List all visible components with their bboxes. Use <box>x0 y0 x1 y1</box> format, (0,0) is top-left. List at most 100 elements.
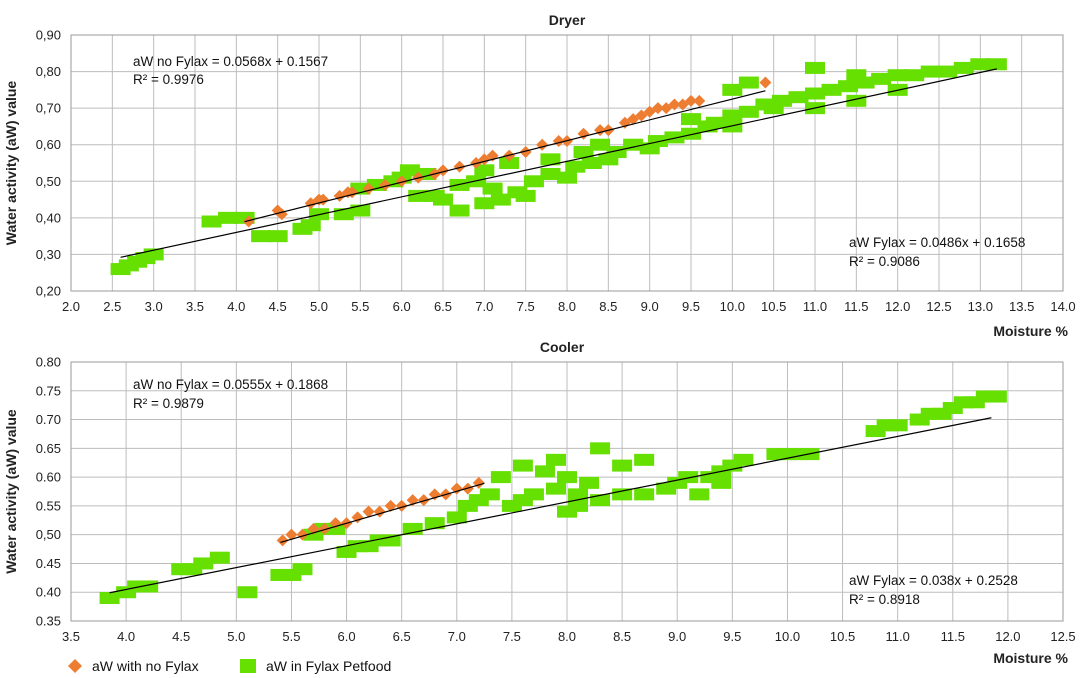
data-point-no-fylax <box>276 534 289 547</box>
x-tick-label: 8.0 <box>558 629 576 644</box>
data-point-fylax <box>634 453 655 466</box>
dryer-r2-no-fylax: R² = 0.9976 <box>133 72 204 87</box>
data-point-fylax <box>904 69 925 82</box>
data-point-fylax <box>579 476 600 489</box>
cooler-x-axis-label: Moisture % <box>993 650 1068 666</box>
plot-frame <box>70 361 1064 622</box>
dryer-equation-fylax: aW Fylax = 0.0486x + 0.1658 <box>849 235 1025 250</box>
x-tick-label: 9.0 <box>668 629 686 644</box>
dryer-y-axis-label: Water activity (aW) value <box>3 81 19 246</box>
data-point-fylax <box>540 167 561 180</box>
y-tick-label: 0,50 <box>36 527 61 542</box>
data-point-fylax <box>590 138 611 151</box>
cooler-data-points <box>99 390 1007 604</box>
legend-marker-no-fylax <box>68 659 82 673</box>
data-point-fylax <box>138 580 159 593</box>
x-tick-label: 12.0 <box>885 299 910 314</box>
legend-label-fylax: aW in Fylax Petfood <box>266 658 391 674</box>
data-point-no-fylax <box>417 494 430 507</box>
y-tick-label: 0.35 <box>36 614 61 629</box>
data-point-fylax <box>474 197 495 210</box>
data-point-fylax <box>512 459 533 472</box>
plot-frame <box>70 34 1064 292</box>
data-point-fylax <box>733 453 754 466</box>
cooler-r2-fylax: R² = 0.8918 <box>849 592 920 607</box>
x-tick-label: 4.0 <box>117 629 135 644</box>
data-point-fylax <box>722 83 743 96</box>
x-tick-label: 10.5 <box>761 299 786 314</box>
data-point-no-fylax <box>379 178 392 191</box>
cooler-equation-no-fylax: aW no Fylax = 0.0555x + 0.1868 <box>133 377 328 392</box>
data-point-fylax <box>523 488 544 501</box>
x-tick-label: 10.0 <box>775 629 800 644</box>
data-point-fylax <box>664 131 685 144</box>
x-tick-label: 4.5 <box>269 299 287 314</box>
x-tick-label: 5.5 <box>351 299 369 314</box>
data-point-fylax <box>986 390 1007 403</box>
x-tick-label: 12.5 <box>1050 629 1075 644</box>
data-point-fylax <box>292 563 313 576</box>
data-point-no-fylax <box>296 528 309 541</box>
x-tick-label: 5.0 <box>310 299 328 314</box>
data-point-fylax <box>647 135 668 148</box>
x-tick-label: 8.5 <box>613 629 631 644</box>
data-point-fylax <box>681 127 701 140</box>
cooler-equation-fylax: aW Fylax = 0.038x + 0.2528 <box>849 573 1018 588</box>
data-point-no-fylax <box>384 499 397 512</box>
x-tick-label: 12.5 <box>926 299 951 314</box>
data-point-fylax <box>568 499 589 512</box>
data-point-fylax <box>193 557 214 570</box>
dryer-chart-title: Dryer <box>549 12 586 28</box>
cooler-x-ticks: 3.5 4.0 4.5 5.0 5.5 6.0 6.5 7.0 7.5 8.0 8.5 9.0 9.5 1… <box>62 629 1076 644</box>
trendline-fylax <box>109 417 992 594</box>
x-tick-label: 10.0 <box>720 299 745 314</box>
data-point-no-fylax <box>395 499 408 512</box>
data-point-fylax <box>479 488 500 501</box>
y-tick-label: 0,30 <box>36 247 61 262</box>
legend-item-fylax: aW in Fylax Petfood <box>240 658 391 674</box>
data-point-no-fylax <box>693 94 706 107</box>
x-tick-label: 4.0 <box>227 299 245 314</box>
data-point-fylax <box>209 551 230 564</box>
x-tick-label: 4.5 <box>172 629 190 644</box>
x-tick-label: 13.0 <box>968 299 993 314</box>
dryer-equation-no-fylax: aW no Fylax = 0.0568x + 0.1567 <box>133 54 328 69</box>
data-point-fylax <box>887 69 908 82</box>
data-point-fylax <box>681 113 701 126</box>
y-tick-label: 0,90 <box>36 28 61 43</box>
x-tick-label: 3.0 <box>145 299 163 314</box>
data-point-fylax <box>333 208 354 221</box>
data-point-fylax <box>424 517 445 530</box>
data-point-fylax <box>805 61 825 74</box>
x-tick-label: 2.5 <box>103 299 121 314</box>
x-tick-label: 13.5 <box>1009 299 1034 314</box>
data-point-no-fylax <box>453 160 466 173</box>
data-point-fylax <box>689 488 710 501</box>
data-point-fylax <box>540 153 561 166</box>
data-point-fylax <box>937 65 958 78</box>
data-point-fylax <box>722 109 743 122</box>
data-point-fylax <box>408 189 429 202</box>
data-point-no-fylax <box>437 164 449 177</box>
data-point-no-fylax <box>242 215 255 228</box>
data-point-fylax <box>515 189 536 202</box>
cooler-chart-title: Cooler <box>540 339 585 355</box>
data-point-no-fylax <box>536 138 549 151</box>
data-point-fylax <box>545 482 566 495</box>
data-point-fylax <box>573 146 594 159</box>
data-point-fylax <box>482 182 503 195</box>
data-point-fylax <box>568 488 589 501</box>
data-point-fylax <box>953 61 974 74</box>
data-point-fylax <box>99 591 120 604</box>
data-point-fylax <box>705 116 726 129</box>
data-point-no-fylax <box>285 528 298 541</box>
data-point-no-fylax <box>373 505 386 518</box>
y-tick-label: 0.65 <box>36 441 61 456</box>
data-point-no-fylax <box>685 94 697 107</box>
y-tick-label: 0,80 <box>36 64 61 79</box>
dryer-x-axis-label: Moisture % <box>993 323 1068 339</box>
data-point-fylax <box>490 193 511 206</box>
legend-marker-fylax <box>240 659 256 673</box>
data-point-fylax <box>399 164 420 177</box>
data-point-fylax <box>350 204 371 217</box>
